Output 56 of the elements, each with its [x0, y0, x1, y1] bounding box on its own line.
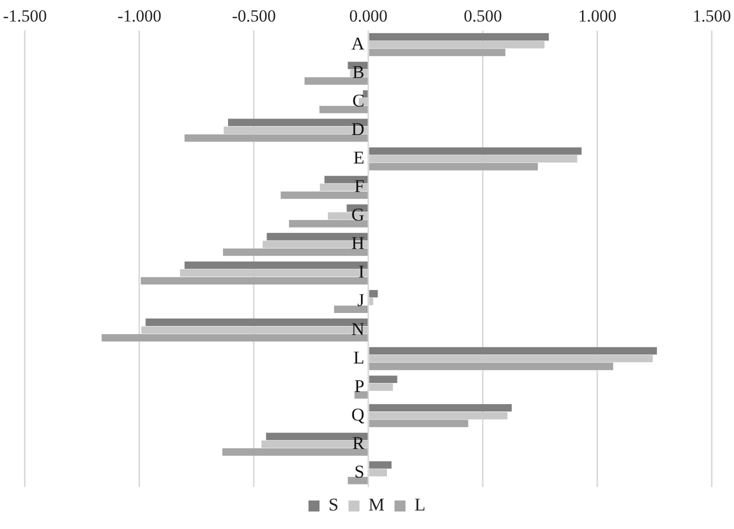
bar — [319, 106, 368, 114]
y-tick-label: F — [354, 176, 364, 196]
bar — [369, 347, 657, 354]
legend-label: S — [328, 494, 339, 515]
y-tick-label: H — [351, 233, 364, 254]
bar — [140, 277, 368, 284]
legend-label: M — [368, 494, 385, 515]
bar — [369, 420, 468, 428]
bar — [304, 77, 368, 85]
y-tick-label: Q — [351, 404, 364, 424]
bar — [354, 391, 368, 399]
y-tick-label: S — [354, 461, 364, 482]
bar — [369, 290, 378, 298]
bar — [369, 469, 387, 476]
bar — [369, 40, 544, 48]
y-tick-label: D — [351, 119, 364, 140]
bar — [334, 306, 368, 314]
bar — [369, 155, 578, 163]
bar — [184, 134, 368, 142]
bar — [369, 376, 398, 384]
y-tick-label: G — [351, 204, 364, 225]
bar — [369, 162, 538, 170]
x-tick-label: 0.500 — [464, 6, 502, 26]
y-tick-label: P — [354, 376, 364, 396]
bar — [369, 404, 512, 412]
x-tick-label: -1.000 — [117, 6, 162, 26]
bar — [369, 298, 374, 306]
legend-label: L — [414, 494, 426, 515]
x-tick-label: 0.000 — [349, 6, 388, 26]
bar — [222, 448, 368, 456]
y-tick-label: I — [358, 262, 364, 282]
bar — [369, 412, 508, 420]
x-tick-label: 1.000 — [578, 6, 617, 26]
bar — [102, 334, 368, 342]
y-tick-label: C — [352, 90, 364, 110]
bar — [369, 461, 392, 469]
x-tick-label: 1.500 — [692, 6, 731, 26]
bar — [369, 33, 549, 41]
bar — [288, 220, 368, 228]
bar — [223, 248, 368, 256]
x-tick-label: -0.500 — [232, 6, 276, 26]
bar — [280, 191, 368, 199]
bar — [362, 90, 368, 98]
y-tick-label: L — [353, 347, 364, 368]
bar — [369, 383, 393, 391]
bar — [369, 147, 582, 155]
bar — [369, 362, 614, 370]
bar — [369, 48, 506, 56]
y-tick-label: A — [351, 33, 364, 54]
y-tick-label: B — [352, 62, 364, 82]
y-tick-label: J — [357, 290, 364, 310]
y-tick-label: R — [352, 432, 364, 453]
x-tick-label: -1.500 — [2, 6, 47, 26]
bar — [369, 354, 653, 362]
y-tick-label: E — [353, 148, 364, 168]
y-tick-label: N — [351, 318, 364, 339]
